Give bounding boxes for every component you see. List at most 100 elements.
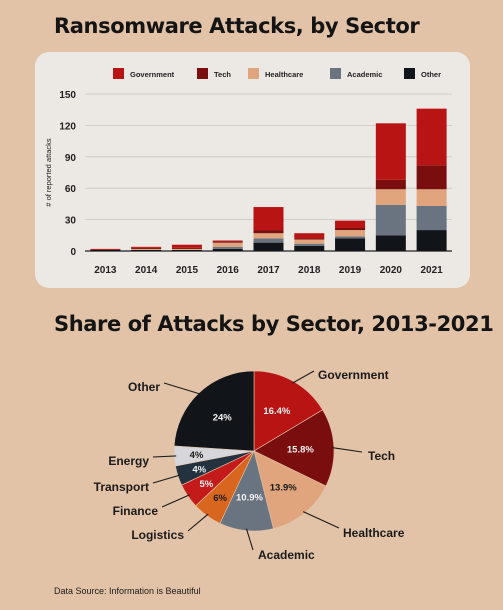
bar-other-2020 bbox=[375, 235, 406, 251]
legend-swatch-academic bbox=[330, 68, 341, 79]
pie-label-transport: Transport bbox=[94, 480, 149, 494]
bar-tech-2016 bbox=[212, 241, 243, 243]
x-tick-label: 2013 bbox=[94, 265, 117, 276]
bar-academic-2018 bbox=[294, 243, 325, 246]
legend-label-academic: Academic bbox=[347, 70, 382, 79]
pie-callout-logistics bbox=[187, 513, 209, 532]
bar-tech-2017 bbox=[253, 230, 284, 234]
pie-label-government: Government bbox=[318, 368, 389, 382]
legend-swatch-healthcare bbox=[248, 68, 259, 79]
bar-tech-2018 bbox=[294, 238, 325, 240]
legend-label-tech: Tech bbox=[214, 70, 231, 79]
bar-healthcare-2017 bbox=[253, 233, 284, 239]
x-tick-label: 2014 bbox=[135, 265, 158, 276]
pie-pct-transport: 4% bbox=[192, 464, 206, 475]
bar-other-2018 bbox=[294, 245, 325, 251]
legend-label-healthcare: Healthcare bbox=[265, 70, 303, 79]
pie-label-healthcare: Healthcare bbox=[343, 526, 405, 540]
bar-other-2013 bbox=[90, 249, 121, 251]
pie-pct-finance: 5% bbox=[199, 479, 213, 490]
y-axis-label: # of reported attacks bbox=[44, 138, 53, 207]
bar-tech-2019 bbox=[335, 227, 366, 231]
bar-healthcare-2015 bbox=[171, 248, 202, 250]
bar-healthcare-2018 bbox=[294, 239, 325, 244]
pie-slice-healthcare bbox=[253, 450, 327, 529]
bar-government-2016 bbox=[212, 240, 243, 242]
bar-healthcare-2021 bbox=[416, 189, 447, 206]
bar-healthcare-2019 bbox=[335, 230, 366, 237]
bar-academic-2019 bbox=[335, 236, 366, 239]
pie-callout-finance bbox=[161, 494, 190, 508]
bar-government-2020 bbox=[375, 123, 406, 180]
data-source-note: Data Source: Information is Beautiful bbox=[54, 586, 201, 596]
pie-slice-government bbox=[253, 370, 324, 452]
y-tick-label: 120 bbox=[59, 121, 76, 132]
bar-academic-2016 bbox=[212, 246, 243, 249]
x-tick-label: 2019 bbox=[339, 265, 362, 276]
bar-other-2016 bbox=[212, 248, 243, 251]
x-tick-label: 2017 bbox=[257, 265, 280, 276]
x-tick-label: 2016 bbox=[217, 265, 240, 276]
bar-healthcare-2016 bbox=[212, 242, 243, 247]
bar-tech-2020 bbox=[375, 179, 406, 190]
pie-callout-transport bbox=[152, 474, 180, 484]
bar-other-2014 bbox=[131, 249, 162, 251]
y-tick-label: 30 bbox=[65, 216, 77, 227]
bar-academic-2017 bbox=[253, 238, 284, 243]
pie-label-tech: Tech bbox=[368, 449, 395, 463]
bar-other-2015 bbox=[171, 249, 202, 251]
bar-healthcare-2014 bbox=[131, 248, 162, 250]
pie-callout-healthcare bbox=[302, 511, 340, 529]
bar-other-2019 bbox=[335, 238, 366, 251]
pie-callout-other bbox=[163, 382, 201, 395]
pie-callout-academic bbox=[245, 528, 254, 551]
pie-pct-other: 24% bbox=[213, 413, 233, 424]
bar-tech-2014 bbox=[131, 247, 162, 249]
y-tick-label: 0 bbox=[70, 247, 76, 258]
x-tick-label: 2015 bbox=[176, 265, 199, 276]
y-tick-label: 60 bbox=[65, 184, 77, 195]
y-tick-label: 150 bbox=[59, 90, 76, 101]
legend-label-other: Other bbox=[421, 70, 441, 79]
pie-chart-title: Share of Attacks by Sector, 2013-2021 bbox=[54, 312, 494, 336]
bar-government-2019 bbox=[335, 220, 366, 228]
pie-pct-tech: 15.8% bbox=[287, 444, 314, 455]
pie-pct-academic: 10.9% bbox=[236, 493, 263, 504]
legend-swatch-government bbox=[113, 68, 124, 79]
legend-label-government: Government bbox=[130, 70, 175, 79]
x-tick-label: 2018 bbox=[298, 265, 321, 276]
legend-swatch-other bbox=[404, 68, 415, 79]
pie-label-logistics: Logistics bbox=[131, 528, 184, 542]
bar-academic-2020 bbox=[375, 204, 406, 236]
legend-swatch-tech bbox=[197, 68, 208, 79]
pie-label-academic: Academic bbox=[258, 548, 315, 562]
bar-chart-title: Ransomware Attacks, by Sector bbox=[54, 14, 420, 38]
bar-other-2017 bbox=[253, 242, 284, 251]
pie-pct-government: 16.4% bbox=[263, 406, 290, 417]
bar-tech-2021 bbox=[416, 165, 447, 190]
bar-government-2017 bbox=[253, 207, 284, 231]
bar-government-2018 bbox=[294, 233, 325, 239]
y-tick-label: 90 bbox=[65, 153, 77, 164]
bar-government-2021 bbox=[416, 108, 447, 166]
pie-label-energy: Energy bbox=[108, 454, 149, 468]
bar-government-2014 bbox=[131, 246, 162, 248]
pie-callout-government bbox=[292, 370, 315, 384]
bar-academic-2021 bbox=[416, 205, 447, 231]
pie-callout-tech bbox=[331, 447, 363, 453]
pie-slice-other bbox=[173, 370, 255, 452]
bar-government-2013 bbox=[90, 248, 121, 250]
bar-tech-2015 bbox=[171, 247, 202, 249]
bar-healthcare-2020 bbox=[375, 189, 406, 205]
bar-government-2015 bbox=[171, 244, 202, 248]
pie-callout-energy bbox=[152, 455, 177, 458]
x-tick-label: 2021 bbox=[420, 265, 443, 276]
pie-pct-energy: 4% bbox=[190, 450, 204, 461]
pie-pct-healthcare: 13.9% bbox=[270, 483, 297, 494]
x-tick-label: 2020 bbox=[380, 265, 403, 276]
pie-pct-logistics: 6% bbox=[213, 493, 227, 504]
bar-chart: Government Tech Healthcare Academic Other 0 30… bbox=[44, 68, 452, 276]
pie-label-other: Other bbox=[128, 380, 160, 394]
bar-other-2021 bbox=[416, 230, 447, 251]
